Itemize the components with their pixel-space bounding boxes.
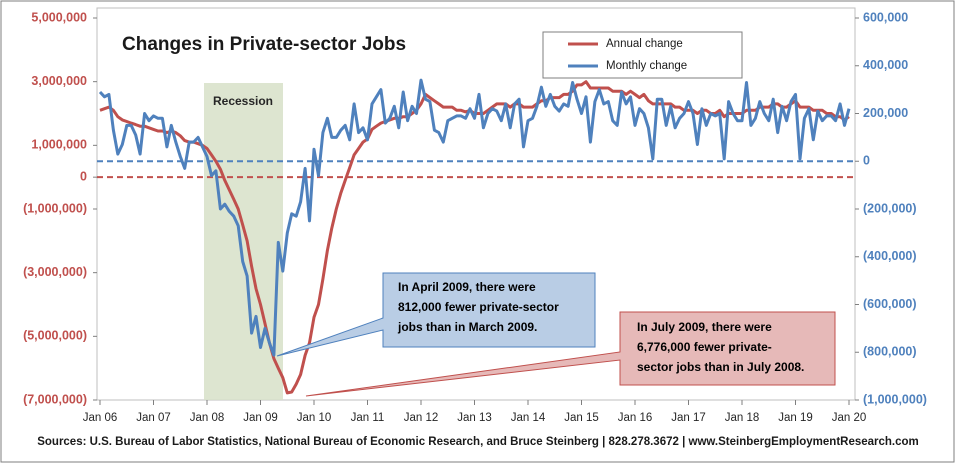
x-tick-label: Jan 08 [190, 412, 225, 424]
annotation-text: sector jobs than in July 2008. [637, 360, 804, 374]
x-tick-label: Jan 06 [83, 412, 118, 424]
annotation-text: 812,000 fewer private-sector [398, 300, 559, 314]
y-tick-label: (1,000,000) [23, 201, 87, 215]
y-tick-label: (3,000,000) [23, 265, 87, 279]
x-tick-label: Jan 18 [725, 412, 760, 424]
x-tick-label: Jan 13 [457, 412, 492, 424]
x-tick-label: Jan 14 [511, 412, 546, 424]
legend-label: Annual change [606, 38, 683, 50]
x-tick-label: Jan 10 [297, 412, 332, 424]
y-tick-label: (5,000,000) [23, 329, 87, 343]
plot-layer [97, 78, 855, 395]
y2-tick-label: (800,000) [863, 345, 917, 359]
legend-label: Monthly change [606, 60, 687, 72]
callout-box [305, 311, 836, 397]
x-tick-label: Jan 19 [778, 412, 813, 424]
x-tick-label: Jan 20 [832, 412, 867, 424]
y2-tick-label: (400,000) [863, 249, 917, 263]
y2-tick-label: 600,000 [863, 10, 908, 24]
y2-tick-label: (600,000) [863, 297, 917, 311]
x-tick-label: Jan 09 [243, 412, 278, 424]
legend-box [542, 31, 743, 79]
callout-box [276, 272, 596, 357]
y2-tick-label: (200,000) [863, 201, 917, 215]
chart-title: Changes in Private-sector Jobs [122, 34, 406, 55]
annotation-text: In April 2009, there were [398, 280, 536, 294]
title-box [108, 26, 438, 64]
recession-label: Recession [213, 94, 273, 108]
y2-tick-label: 400,000 [863, 58, 908, 72]
y-tick-label: 0 [80, 169, 87, 183]
y2-tick-label: (1,000,000) [863, 392, 927, 406]
source-note: Sources: U.S. Bureau of Labor Statistics… [37, 436, 919, 448]
y2-tick-label: 0 [863, 154, 870, 168]
y-tick-label: (7,000,000) [23, 392, 87, 406]
annotation-text: In July 2009, there were [637, 320, 772, 334]
x-tick-label: Jan 11 [351, 412, 385, 424]
x-tick-label: Jan 07 [136, 412, 171, 424]
x-tick-label: Jan 12 [404, 412, 439, 424]
x-tick-label: Jan 15 [564, 412, 599, 424]
y-tick-label: 5,000,000 [31, 10, 87, 24]
series-line [98, 78, 851, 357]
annotation-text: jobs than in March 2009. [397, 320, 537, 334]
y-tick-label: 1,000,000 [31, 138, 87, 152]
annotation-text: 6,776,000 fewer private- [637, 340, 772, 354]
y-tick-label: 3,000,000 [31, 74, 87, 88]
x-tick-label: Jan 17 [671, 412, 706, 424]
x-tick-label: Jan 16 [618, 412, 653, 424]
y2-tick-label: 200,000 [863, 106, 908, 120]
